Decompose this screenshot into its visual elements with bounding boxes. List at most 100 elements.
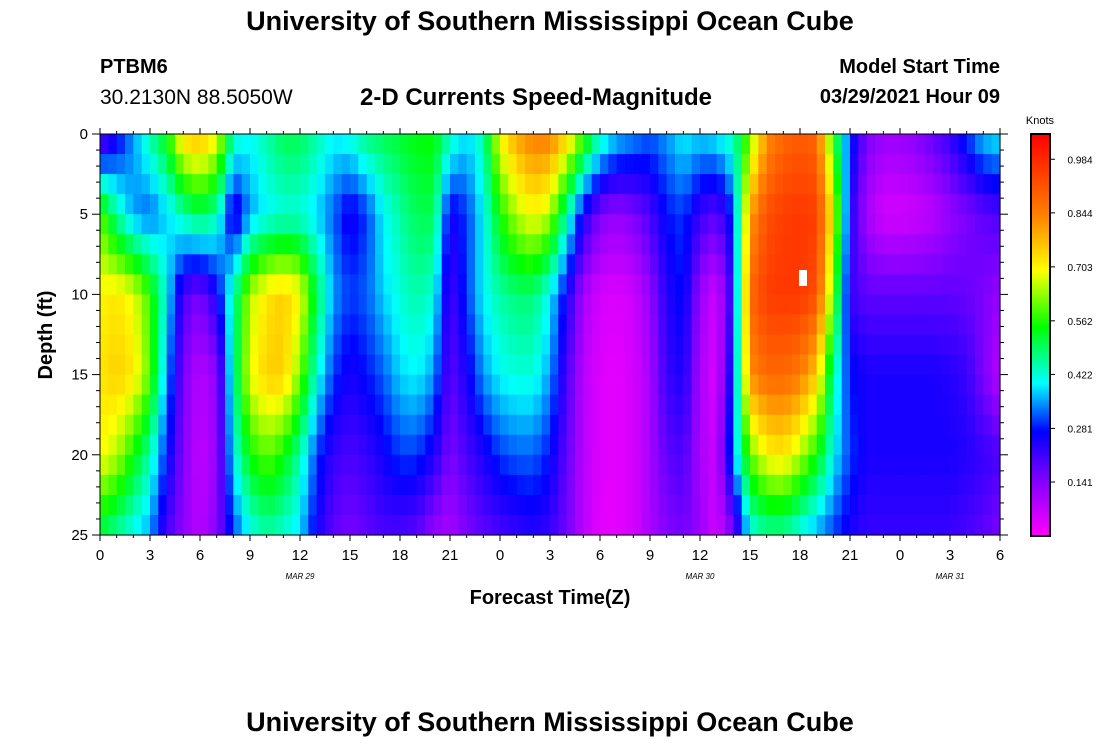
heatmap-cell	[208, 354, 218, 376]
heatmap-cell	[783, 454, 793, 476]
heatmap-cell	[533, 154, 543, 175]
heatmap-cell	[933, 494, 943, 516]
heatmap-cell	[225, 274, 234, 295]
heatmap-cell	[850, 514, 859, 536]
heatmap-cell	[766, 174, 776, 195]
heatmap-cell	[150, 414, 159, 436]
heatmap-cell	[541, 254, 551, 275]
heatmap-cell	[533, 494, 543, 516]
heatmap-cell	[916, 194, 926, 215]
heatmap-cell	[850, 234, 859, 255]
heatmap-cell	[566, 294, 576, 316]
heatmap-cell	[475, 214, 484, 235]
heatmap-cell	[983, 254, 993, 275]
heatmap-cell	[108, 234, 118, 255]
heatmap-cell	[183, 494, 193, 516]
heatmap-cell	[658, 454, 668, 476]
heatmap-cell	[900, 394, 909, 416]
heatmap-cell	[808, 434, 818, 456]
heatmap-cell	[766, 434, 776, 456]
heatmap-cell	[733, 454, 743, 476]
heatmap-cell	[575, 194, 584, 215]
heatmap-cell	[866, 294, 876, 316]
heatmap-cell	[275, 514, 284, 536]
heatmap-cell	[983, 234, 993, 255]
heatmap-cell	[350, 134, 359, 155]
heatmap-cell	[483, 394, 493, 416]
heatmap-cell	[925, 334, 934, 356]
heatmap-cell	[208, 294, 218, 316]
heatmap-cell	[133, 274, 143, 295]
heatmap-cell	[508, 514, 518, 536]
heatmap-cell	[891, 274, 901, 295]
y-axis-label: Depth (ft)	[35, 291, 57, 380]
heatmap-cell	[466, 234, 476, 255]
heatmap-cell	[125, 234, 134, 255]
heatmap-cell	[991, 274, 1001, 295]
heatmap-cell	[358, 134, 368, 155]
heatmap-cell	[166, 354, 176, 376]
heatmap-cell	[533, 334, 543, 356]
heatmap-cell	[833, 194, 843, 215]
heatmap-cell	[916, 134, 926, 155]
heatmap-cell	[141, 234, 151, 255]
heatmap-cell	[933, 354, 943, 376]
heatmap-cell	[600, 454, 609, 476]
heatmap-cell	[733, 474, 743, 496]
heatmap-cell	[233, 454, 243, 476]
heatmap-cell	[666, 154, 676, 175]
heatmap-cell	[508, 434, 518, 456]
heatmap-cell	[250, 494, 259, 516]
heatmap-cell	[908, 254, 918, 275]
heatmap-cell	[575, 294, 584, 316]
heatmap-cell	[108, 174, 118, 195]
heatmap-cell	[916, 154, 926, 175]
heatmap-cell	[508, 254, 518, 275]
heatmap-cell	[641, 474, 651, 496]
heatmap-cell	[750, 434, 759, 456]
heatmap-cell	[791, 334, 801, 356]
heatmap-cell	[300, 394, 309, 416]
heatmap-cell	[791, 394, 801, 416]
colorbar-tick-label: 0.844	[1067, 209, 1092, 220]
heatmap-cell	[150, 254, 159, 275]
heatmap-cell	[383, 454, 393, 476]
heatmap-cell	[400, 194, 409, 215]
heatmap-cell	[841, 354, 851, 376]
heatmap-cell	[858, 174, 868, 195]
heatmap-cell	[216, 134, 226, 155]
heatmap-cell	[433, 154, 443, 175]
heatmap-cell	[875, 414, 884, 436]
heatmap-cell	[158, 494, 168, 516]
heatmap-cell	[908, 194, 918, 215]
heatmap-cell	[316, 414, 326, 436]
heatmap-cell	[616, 374, 626, 396]
heatmap-cell	[308, 394, 318, 416]
heatmap-cell	[325, 414, 334, 436]
heatmap-cell	[475, 154, 484, 175]
heatmap-cell	[125, 214, 134, 235]
heatmap-cell	[400, 234, 409, 255]
heatmap-cell	[725, 294, 734, 316]
heatmap-cell	[491, 434, 501, 456]
heatmap-cell	[333, 454, 343, 476]
heatmap-cell	[833, 514, 843, 536]
heatmap-cell	[575, 474, 584, 496]
heatmap-cell	[375, 134, 384, 155]
heatmap-cell	[591, 274, 601, 295]
heatmap-cell	[416, 214, 426, 235]
heatmap-cell	[475, 274, 484, 295]
heatmap-cell	[191, 134, 201, 155]
heatmap-cell	[391, 394, 401, 416]
heatmap-cell	[900, 374, 909, 396]
heatmap-cell	[100, 234, 109, 255]
heatmap-cell	[750, 514, 759, 536]
heatmap-cell	[425, 474, 434, 496]
heatmap-cell	[583, 314, 593, 336]
heatmap-cell	[641, 374, 651, 396]
heatmap-cell	[766, 414, 776, 436]
heatmap-cell	[200, 274, 209, 295]
heatmap-cell	[325, 354, 334, 376]
heatmap-cell	[525, 214, 534, 235]
heatmap-cell	[716, 454, 726, 476]
